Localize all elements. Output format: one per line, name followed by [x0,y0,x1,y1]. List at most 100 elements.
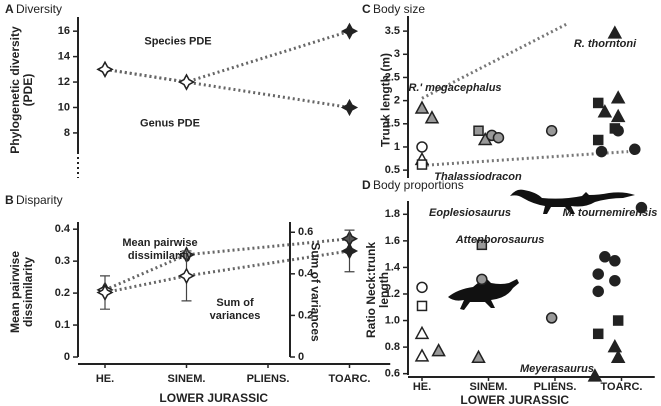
y-tick-label: 0.2 [298,309,313,321]
panel-letter: A [5,2,14,16]
y-tick-label: 8 [64,127,70,139]
point [414,100,430,114]
point [177,267,196,285]
series-label: Mean pairwise dissimilarity [122,237,198,262]
y-tick-label: 0.3 [55,255,70,267]
y-tick-label: 0.2 [55,287,70,299]
y-tick-label: 0.4 [55,223,71,235]
silhouette [448,277,519,310]
x-tick-label: SINEM. [470,381,508,393]
panel-letter: D [362,178,371,192]
point [424,110,440,124]
y-axis-label: Mean pairwise dissimilarity [8,250,35,334]
x-tick-label: PLIENS. [534,381,577,393]
point [416,300,428,312]
point [414,348,430,362]
point [607,25,623,39]
point [340,242,359,260]
annotation: R. thorntoni [574,38,637,50]
y-tick-label: 0 [298,351,304,363]
point [471,349,486,363]
y-tick-label: 0 [64,351,70,363]
x-tick-label: TOARC. [329,373,371,385]
point [96,60,114,78]
point [597,104,613,118]
annotation: Eoplesiosaurus [429,207,511,219]
y-axis-label: Trunk length (m) [378,53,393,147]
point [492,131,505,144]
y-tick-label: 16 [58,25,70,37]
series-line [104,67,350,109]
series-label: Genus PDE [140,117,200,130]
point [595,145,608,158]
point [587,368,603,382]
point [592,285,604,298]
annotation: M. tournemirensis [563,207,658,219]
panel-title: Body size [373,2,425,16]
silhouette [510,189,635,214]
y-tick-label: 0.5 [385,164,400,176]
annotation: Thalassiodracon [434,171,522,183]
point [416,159,428,170]
panel-title: Disparity [16,193,63,207]
y-tick-label: 0.6 [385,368,400,380]
point [545,124,558,137]
panel-title: Body proportions [373,178,464,192]
point [592,328,604,340]
y-tick-label: 0.1 [55,319,70,331]
annotation: Meyerasaurus [520,363,594,375]
panel-letter: C [362,2,371,16]
y-tick-label: 2 [394,95,400,107]
y-tick-label: 1 [394,141,400,153]
y-tick-label: 1.8 [385,208,400,220]
point [476,273,488,286]
x-axis-label: LOWER JURASSIC [159,391,268,405]
x-tick-label: PLIENS. [247,373,290,385]
series-label: Species PDE [144,35,212,48]
point [96,283,114,302]
y-tick-label: 0.8 [385,341,400,353]
point [476,239,488,251]
y-tick-label: 14 [58,51,71,63]
point [609,255,621,267]
point [414,325,430,340]
point [431,343,446,357]
point [473,125,484,136]
point [177,73,196,91]
point [599,251,611,263]
y-tick-label: 10 [58,101,70,113]
series-line [104,29,350,84]
y-tick-label: 1.5 [385,118,400,130]
point [416,141,428,153]
y-tick-label: 2.5 [385,71,400,83]
x-tick-label: HE. [413,381,431,393]
point [607,339,623,353]
panel-title: Diversity [16,2,62,16]
x-axis-label: LOWER JURASSIC [460,393,569,406]
series-label: Sum of variances [209,297,261,322]
y-tick-label: 3.5 [385,25,400,37]
point [610,108,626,123]
point [592,268,604,280]
y-tick-label: 3 [394,48,400,60]
panel-letter: B [5,193,14,207]
x-tick-label: HE. [96,373,114,385]
y-tick-label: 1.0 [385,314,400,326]
point [612,315,624,326]
y-tick-label: 1.6 [385,235,400,247]
point [635,201,648,214]
point [629,143,641,156]
y2-axis-label: Sum of variances [308,242,323,342]
annotation: R.' megacephalus [408,82,501,94]
x-tick-label: SINEM. [168,373,206,385]
annotation: Attenborosaurus [455,234,545,246]
y-tick-label: 1.2 [385,288,400,300]
point [609,274,621,287]
point [610,90,626,104]
point [592,134,604,146]
point [612,124,624,137]
point [340,22,359,40]
y-tick-label: 0.6 [298,226,313,238]
